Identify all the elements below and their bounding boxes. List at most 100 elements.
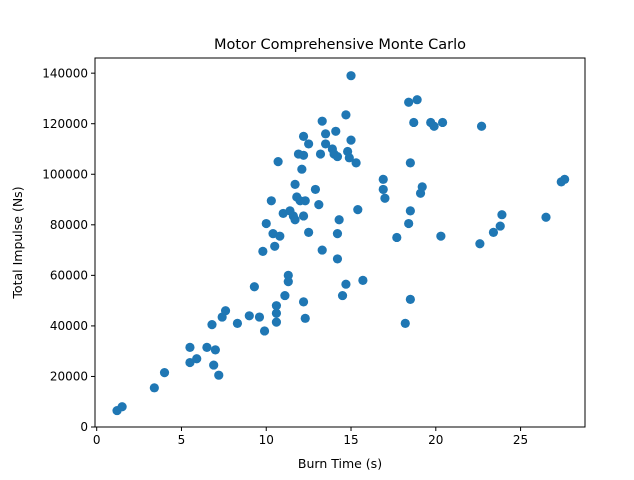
scatter-point xyxy=(261,218,271,229)
scatter-point xyxy=(290,179,300,189)
scatter-point xyxy=(405,206,415,216)
y-tick-label: 120000 xyxy=(42,117,88,131)
x-tick-label: 5 xyxy=(178,433,186,447)
scatter-point xyxy=(297,164,307,174)
scatter-point xyxy=(560,174,570,184)
scatter-point xyxy=(337,290,348,301)
scatter-point xyxy=(341,279,351,289)
y-tick-label: 40000 xyxy=(50,319,88,333)
x-axis-label: Burn Time (s) xyxy=(298,456,382,471)
scatter-point xyxy=(541,212,551,222)
y-tick-label: 0 xyxy=(80,420,88,434)
scatter-point xyxy=(304,139,314,149)
y-tick-label: 140000 xyxy=(42,66,88,80)
scatter-point xyxy=(351,158,361,168)
scatter-point xyxy=(232,318,243,328)
scatter-point xyxy=(275,231,285,241)
scatter-point xyxy=(185,357,195,368)
scatter-point xyxy=(159,368,170,378)
scatter-point xyxy=(185,342,195,352)
scatter-point xyxy=(210,345,220,355)
scatter-point xyxy=(378,174,388,184)
scatter-point xyxy=(202,342,212,352)
x-tick-label: 20 xyxy=(428,433,443,447)
scatter-point xyxy=(404,218,414,229)
scatter-point xyxy=(380,193,390,203)
scatter-point xyxy=(429,121,439,131)
scatter-point xyxy=(298,297,309,307)
scatter-point xyxy=(149,383,159,393)
scatter-point xyxy=(334,215,344,225)
scatter-point xyxy=(404,97,414,107)
scatter-point xyxy=(270,241,280,251)
scatter-point xyxy=(317,245,327,255)
x-tick-label: 25 xyxy=(513,433,528,447)
scatter-point xyxy=(412,95,422,105)
scatter-point xyxy=(298,150,309,160)
x-tick-label: 10 xyxy=(259,433,274,447)
scatter-point xyxy=(476,121,487,131)
x-axis-ticks: 0 5 10 15 20 25 xyxy=(93,427,528,447)
scatter-point xyxy=(346,71,356,81)
scatter-point xyxy=(283,277,293,287)
scatter-point xyxy=(314,199,324,210)
scatter-point xyxy=(344,153,354,163)
y-tick-label: 60000 xyxy=(50,269,88,283)
y-axis-ticks: 0 20000 40000 60000 80000 100000 120000 140000 xyxy=(42,66,95,434)
scatter-point xyxy=(273,157,283,167)
scatter-point xyxy=(283,270,293,280)
scatter-point xyxy=(392,232,402,243)
scatter-point xyxy=(192,354,202,364)
y-axis-label: Total Impulse (Ns) xyxy=(10,186,25,299)
scatter-point xyxy=(249,282,259,292)
scatter-point xyxy=(259,326,270,336)
scatter-point xyxy=(304,227,314,237)
plot-area-frame xyxy=(94,57,586,428)
scatter-point xyxy=(280,290,290,301)
y-tick-label: 20000 xyxy=(50,370,88,384)
scatter-point xyxy=(353,205,363,215)
scatter-point xyxy=(331,126,341,136)
scatter-point xyxy=(320,139,331,149)
scatter-point xyxy=(405,294,415,304)
scatter-point xyxy=(117,402,127,412)
scatter-point xyxy=(378,184,388,195)
scatter-point xyxy=(341,110,351,120)
scatter-point xyxy=(207,320,217,330)
chart-title: Motor Comprehensive Monte Carlo xyxy=(214,37,466,53)
scatter-point xyxy=(436,231,446,241)
scatter-point xyxy=(495,221,505,231)
scatter-point xyxy=(271,317,282,327)
y-tick-label: 100000 xyxy=(42,167,88,181)
scatter-point xyxy=(317,116,327,126)
scatter-point xyxy=(220,306,231,316)
scatter-point xyxy=(475,239,485,249)
scatter-point xyxy=(209,360,219,370)
x-tick-label: 15 xyxy=(343,433,358,447)
scatter-point xyxy=(214,370,224,380)
scatter-point xyxy=(290,215,300,225)
scatter-point xyxy=(332,254,343,264)
scatter-point xyxy=(332,229,343,239)
scatter-point xyxy=(271,308,282,318)
scatter-point xyxy=(300,313,310,323)
scatter-point xyxy=(320,129,331,139)
scatter-points xyxy=(112,71,570,416)
scatter-point xyxy=(298,211,309,221)
scatter-point xyxy=(271,301,282,311)
scatter-point xyxy=(298,131,309,141)
scatter-point xyxy=(400,318,410,328)
scatter-point xyxy=(258,246,268,256)
scatter-point xyxy=(300,196,310,206)
scatter-point xyxy=(417,182,427,192)
scatter-point xyxy=(437,117,448,128)
scatter-point xyxy=(315,149,326,159)
scatter-point xyxy=(244,311,254,321)
scatter-point xyxy=(332,151,343,162)
scatter-point xyxy=(346,135,356,145)
scatter-point xyxy=(497,210,507,220)
x-tick-label: 0 xyxy=(93,433,101,447)
